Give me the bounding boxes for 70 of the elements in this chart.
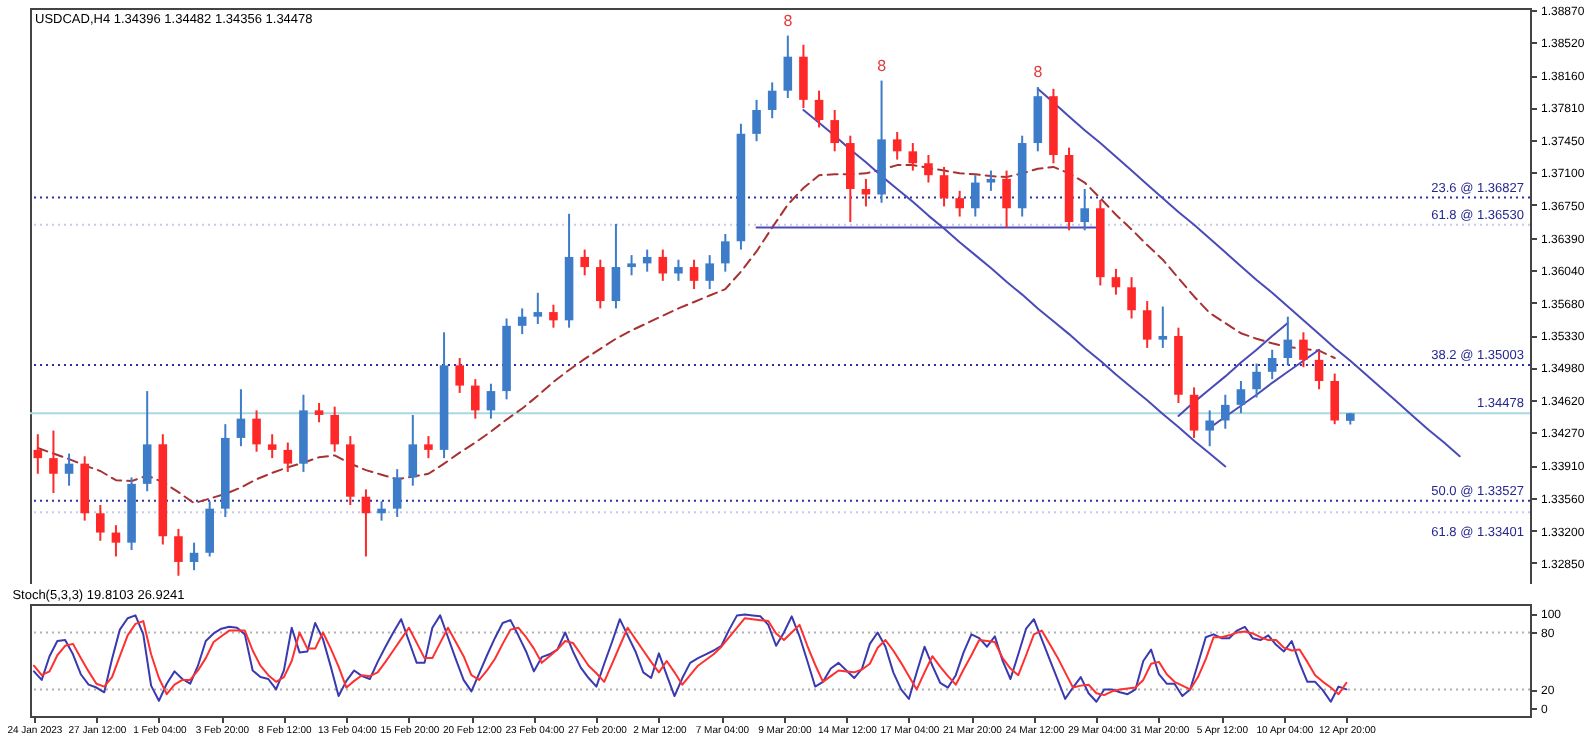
- candlestick: [752, 98, 761, 143]
- candlestick: [236, 388, 246, 448]
- candlestick: [252, 409, 261, 453]
- candlestick: [330, 405, 339, 453]
- candlestick: [1267, 348, 1277, 381]
- candlestick: [96, 504, 105, 542]
- candlestick: [705, 254, 714, 291]
- candlestick: [814, 89, 824, 129]
- candlestick: [314, 402, 324, 424]
- candlestick: [1236, 379, 1246, 415]
- candlestick: [799, 43, 808, 110]
- candlestick: [955, 189, 964, 218]
- candlestick: [1221, 393, 1230, 430]
- annotation: 8: [1033, 63, 1044, 81]
- candlestick: [205, 500, 214, 558]
- candlestick: [1205, 409, 1214, 448]
- candlestick: [1314, 350, 1324, 391]
- candlestick: [892, 131, 902, 161]
- candlestick: [939, 165, 949, 208]
- candlestick: [1080, 187, 1089, 232]
- candlestick: [1111, 267, 1121, 296]
- candlestick: [1033, 86, 1043, 153]
- candlestick: [1252, 362, 1261, 399]
- candlestick: [408, 413, 418, 487]
- candlestick: [846, 134, 855, 224]
- candlestick: [283, 441, 293, 473]
- candlestick: [549, 303, 558, 329]
- candlestick: [674, 258, 683, 282]
- candlestick: [142, 390, 152, 493]
- candlestick: [111, 524, 121, 558]
- candlestick: [455, 357, 464, 394]
- candlestick: [611, 222, 621, 310]
- candlestick: [533, 291, 543, 326]
- candlestick: [767, 81, 777, 120]
- candlestick: [830, 108, 839, 153]
- candlestick: [1330, 372, 1339, 426]
- candlestick: [377, 500, 386, 522]
- candlestick: [392, 468, 402, 518]
- candlestick: [721, 232, 730, 273]
- candlestick: [49, 429, 58, 495]
- candlestick: [658, 248, 668, 282]
- line-series: [1036, 87, 1461, 458]
- candlestick: [689, 258, 699, 291]
- candlestick: [971, 174, 980, 218]
- candlestick: [424, 435, 433, 460]
- candlestick: [517, 307, 527, 336]
- candlestick: [627, 254, 636, 277]
- candlestick: [486, 382, 496, 420]
- candlestick: [783, 34, 793, 100]
- candlestick: [267, 433, 277, 460]
- candlestick: [1189, 386, 1199, 439]
- candlestick: [1299, 331, 1308, 369]
- candlestick: [361, 488, 371, 558]
- candlestick: [1158, 305, 1168, 349]
- candlestick: [64, 452, 74, 487]
- candlestick: [908, 142, 918, 172]
- candlestick: [1002, 169, 1011, 229]
- candlestick: [174, 527, 183, 577]
- candlestick: [1283, 315, 1293, 367]
- candlestick: [471, 378, 480, 420]
- annotation: 8: [783, 11, 794, 30]
- candlestick: [1142, 300, 1152, 349]
- candlestick: [924, 153, 933, 184]
- candlestick: [33, 433, 43, 475]
- annotation: 8: [877, 56, 888, 75]
- candlestick: [1127, 276, 1136, 320]
- candlestick: [189, 541, 199, 572]
- candlestick: [596, 258, 605, 310]
- candlestick: [580, 248, 589, 277]
- candlestick: [986, 169, 996, 192]
